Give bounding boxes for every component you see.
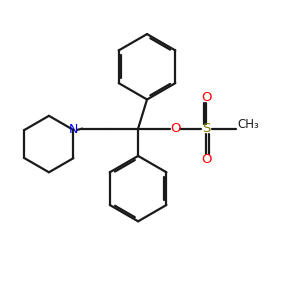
Text: O: O [201, 153, 212, 166]
Text: CH₃: CH₃ [237, 118, 259, 130]
Text: O: O [201, 92, 212, 104]
Text: N: N [69, 123, 78, 136]
Text: S: S [202, 122, 211, 135]
Text: O: O [170, 122, 181, 135]
